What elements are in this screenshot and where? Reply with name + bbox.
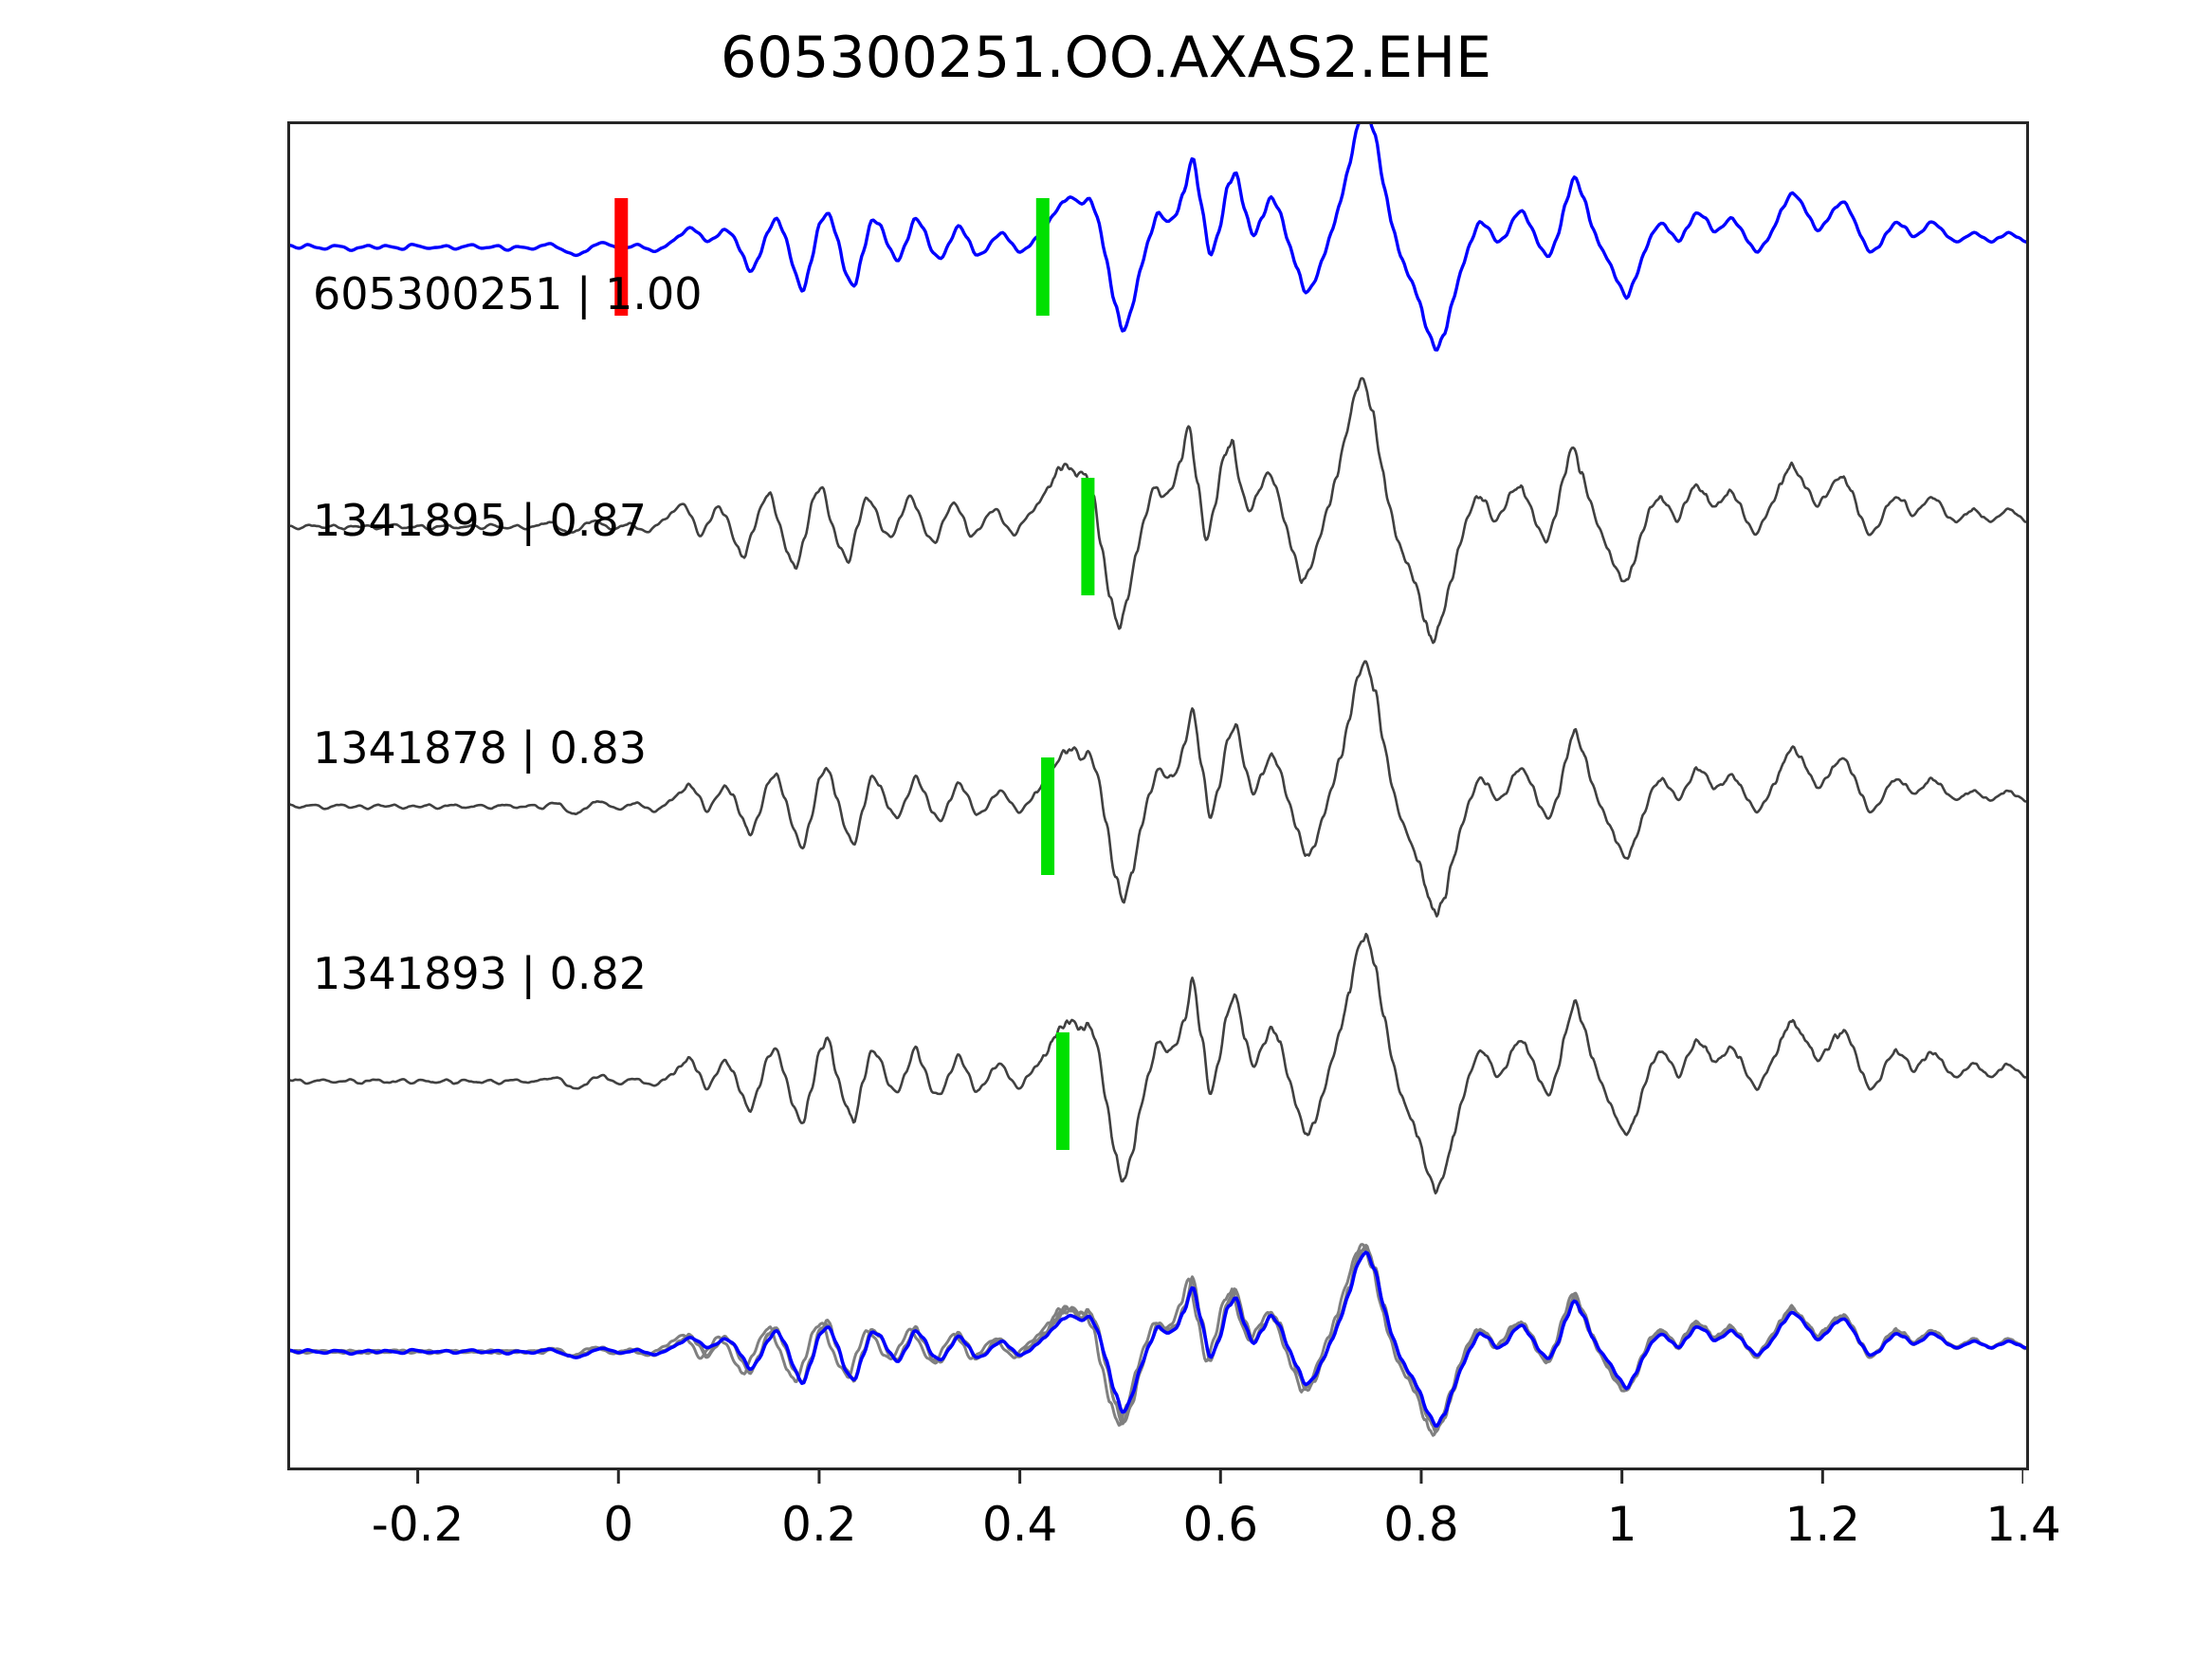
trace-panel (290, 660, 2026, 918)
x-tick-label: 1.4 (1985, 1497, 2061, 1552)
trace-label: 1341895 | 0.87 (313, 495, 648, 546)
trace-panel (290, 376, 2026, 645)
x-tick-label: 1 (1606, 1497, 1637, 1552)
x-tick-label: 0.2 (781, 1497, 857, 1552)
waveform-trace (290, 124, 2026, 352)
overlay-trace-reference (290, 1250, 2026, 1428)
x-tick-label: 0.8 (1383, 1497, 1459, 1552)
x-tick-label: 1.2 (1784, 1497, 1861, 1552)
x-axis-ticks (416, 1468, 2023, 1484)
plot-area (287, 121, 2029, 1470)
x-tick-label: 0 (603, 1497, 634, 1552)
trace-label: 1341878 | 0.83 (313, 722, 648, 774)
trace-panel (290, 124, 2026, 352)
overlay-trace-grey (290, 1243, 2026, 1437)
overlay-trace-grey (290, 1245, 2026, 1432)
trace-label: 1341893 | 0.82 (313, 948, 648, 999)
overlay-panel (290, 1243, 2026, 1437)
trace-label: 605300251 | 1.00 (313, 268, 703, 319)
trace-panel (290, 932, 2026, 1194)
overlay-trace-grey (290, 1244, 2026, 1434)
x-tick-label: 0.4 (981, 1497, 1058, 1552)
page-title: 605300251.OO.AXAS2.EHE (720, 25, 1492, 91)
waveform-trace (290, 932, 2026, 1194)
x-tick-label: -0.2 (371, 1497, 465, 1552)
x-tick-label: 0.6 (1182, 1497, 1259, 1552)
waveform-trace (290, 376, 2026, 645)
waveform-canvas (290, 124, 2026, 1437)
waveform-trace (290, 660, 2026, 918)
